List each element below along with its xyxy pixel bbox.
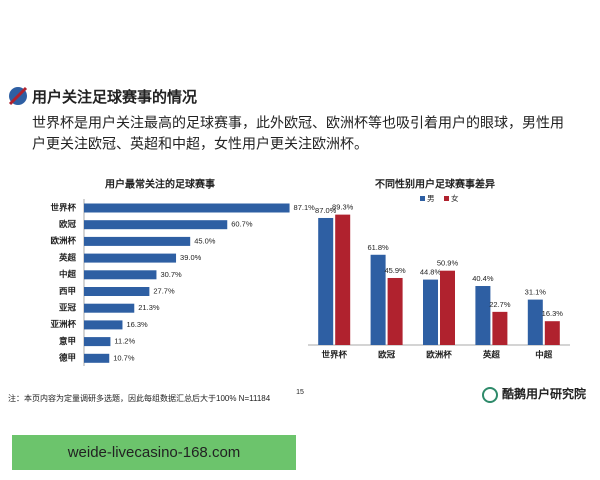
category-label: 欧洲杯 [50,236,76,246]
bar [84,303,135,313]
page-number: 15 [296,389,304,396]
bar [475,286,491,345]
category-label: 世界杯 [321,349,347,359]
bar [544,321,560,345]
value-label: 16.3% [542,309,564,318]
category-label: 意甲 [59,336,76,346]
value-label: 10.7% [113,353,135,362]
bar [335,214,351,345]
value-label: 87.1% [294,203,316,212]
category-label: 亚冠 [59,302,77,312]
value-label: 50.9% [437,259,459,268]
brand: 酷鹅用户研究院 [502,386,586,401]
value-label: 89.3% [332,203,354,212]
brand-logo [482,387,498,403]
value-label: 31.1% [525,288,547,297]
category-label: 英超 [482,349,501,359]
value-label: 16.3% [126,320,148,329]
chart-title: 用户最常关注的足球赛事 [104,178,215,191]
category-label: 中超 [535,349,553,359]
bar [84,287,150,296]
value-label: 45.9% [384,266,406,275]
body-text: 户更关注欧冠、英超和中超，女性用户更关注欧洲杯。 [32,136,368,152]
bar [84,270,157,280]
category-label: 世界杯 [50,202,76,212]
value-label: 61.8% [367,243,389,252]
category-label: 欧洲杯 [426,349,452,359]
value-label: 60.7% [231,220,253,229]
title-icon [8,86,28,106]
category-label: 德甲 [59,353,76,363]
footnote: 注：本页内容为定量调研多选题，因此每组数据汇总后大于100% N=11184 [8,393,271,403]
value-label: 87.0% [315,206,337,215]
chart-title: 不同性别用户足球赛事差异 [375,178,495,191]
value-label: 39.0% [180,253,202,262]
bar [84,353,110,363]
bar [84,337,111,347]
slide-title: 用户关注足球赛事的情况 [32,88,197,106]
value-label: 21.3% [138,303,160,312]
category-label: 中超 [59,269,77,279]
value-label: 44.8% [420,268,442,277]
legend-swatch [444,196,449,201]
category-label: 欧冠 [59,219,77,229]
value-label: 11.2% [114,337,135,346]
value-label: 22.7% [489,300,511,309]
bar [318,217,334,345]
bar [84,320,123,330]
bar [527,299,543,345]
bar [84,220,228,230]
bar [84,253,177,263]
value-label: 27.7% [153,286,175,295]
value-label: 45.0% [194,236,216,245]
bar [492,311,508,345]
legend-label: 男 [427,194,435,203]
category-label: 英超 [58,252,77,262]
value-label: 30.7% [160,270,182,279]
body-text: 世界杯是用户关注最高的足球赛事，此外欧冠、欧洲杯等也吸引着用户的眼球，男性用 [32,115,564,131]
bar [84,203,290,213]
category-label: 亚洲杯 [50,319,76,329]
value-label: 40.4% [472,274,494,283]
bar [84,236,191,246]
bar [440,270,455,345]
bar [387,277,403,345]
legend-label: 女 [451,193,459,203]
category-label: 欧冠 [378,349,396,359]
bar [423,279,438,345]
category-label: 西甲 [59,286,76,296]
bar [370,254,386,345]
legend-swatch [420,196,425,201]
watermark: weide-livecasino-168.com [67,444,241,461]
watermark-box [12,435,296,470]
